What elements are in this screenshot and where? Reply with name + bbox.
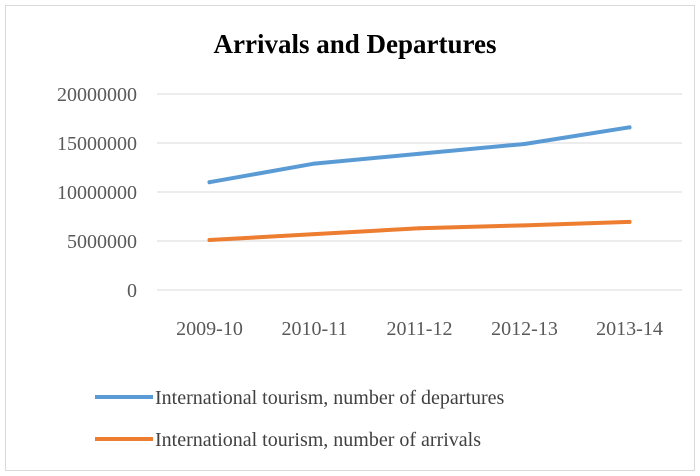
x-tick-label: 2011-12 [387,318,453,340]
data-point [627,125,632,130]
y-tick-label: 20000000 [57,84,137,106]
x-tick-label: 2012-13 [491,318,558,340]
data-point [417,151,422,156]
y-tick-label: 0 [127,280,137,302]
data-point [312,161,317,166]
series-lines [207,125,632,243]
data-point [522,223,527,228]
x-tick-label: 2010-11 [282,318,348,340]
data-point [522,141,527,146]
data-point [627,219,632,224]
data-point [207,180,212,185]
y-tick-label: 15000000 [57,133,137,155]
data-point [207,238,212,243]
legend: International tourism, number of departu… [95,387,505,451]
x-tick-label: 2009-10 [176,318,243,340]
y-tick-label: 5000000 [67,231,137,253]
x-tick-label: 2013-14 [596,318,663,340]
y-axis-ticks: 0 5000000 10000000 15000000 20000000 [57,84,137,302]
legend-label: International tourism, number of departu… [155,387,505,409]
chart-title: Arrivals and Departures [214,29,497,59]
data-point [417,226,422,231]
series-line-1 [207,219,632,243]
chart-frame [5,5,695,471]
data-point [312,232,317,237]
y-tick-label: 10000000 [57,182,137,204]
legend-label: International tourism, number of arrival… [155,429,481,451]
x-axis-ticks: 2009-10 2010-11 2011-12 2012-13 2013-14 [176,318,663,340]
gridlines [157,93,682,291]
